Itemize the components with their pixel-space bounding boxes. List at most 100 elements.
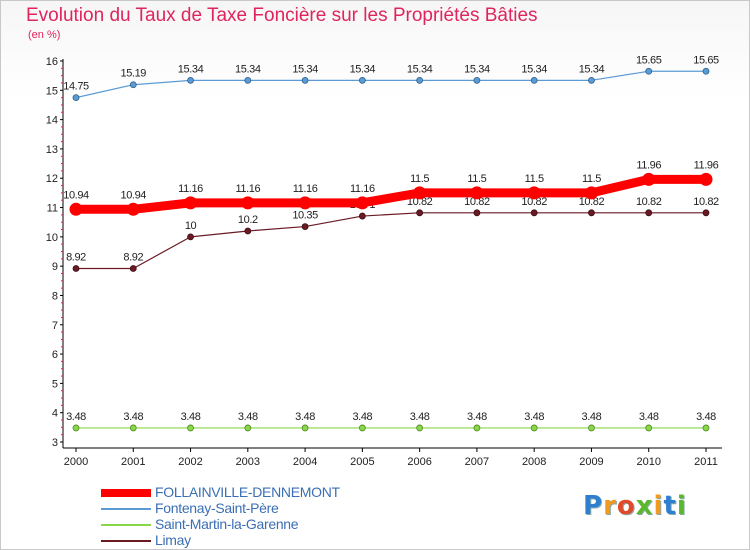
data-label-fontenay: 15.34	[521, 63, 547, 75]
data-point-fontenay	[416, 76, 424, 84]
series-line-follainville	[76, 174, 706, 214]
data-label-saint-martin: 3.48	[696, 411, 716, 423]
data-point-fontenay	[129, 81, 137, 89]
data-point-saint-martin	[72, 424, 80, 432]
logo-letter: x	[635, 491, 654, 521]
data-label-follainville: 10.94	[121, 189, 147, 201]
chart-title: Evolution du Taux de Taxe Foncière sur l…	[26, 5, 538, 26]
data-point-saint-martin	[530, 424, 538, 432]
data-point-saint-martin	[244, 424, 252, 432]
data-point-limay	[702, 209, 710, 217]
unit-label: (en %)	[28, 29, 61, 41]
data-label-follainville: 11.96	[636, 159, 661, 171]
x-tick-label: 2001	[121, 456, 145, 468]
data-point-follainville	[584, 186, 598, 200]
data-label-follainville: 11.16	[235, 183, 260, 195]
legend-label: Saint-Martin-la-Garenne	[155, 516, 299, 532]
data-point-fontenay	[588, 76, 595, 84]
data-label-fontenay: 15.65	[636, 54, 662, 66]
data-label-limay: 10.82	[579, 196, 605, 208]
data-point-fontenay	[702, 67, 710, 75]
data-label-limay: 10.82	[636, 196, 662, 208]
data-point-limay	[301, 223, 309, 230]
data-point-saint-martin	[588, 424, 595, 432]
logo-letter: i	[676, 491, 687, 521]
data-point-saint-martin	[702, 424, 710, 432]
data-point-limay	[530, 209, 538, 217]
y-tick-label: 10	[46, 232, 58, 244]
data-point-saint-martin	[301, 424, 309, 432]
x-tick-label: 2007	[465, 456, 489, 468]
y-tick-label: 16	[46, 56, 58, 68]
data-point-follainville	[241, 196, 255, 210]
data-point-limay	[72, 265, 80, 272]
data-point-limay	[358, 212, 366, 220]
logo-letter: o	[616, 491, 636, 521]
data-point-fontenay	[301, 76, 309, 84]
data-label-fontenay: 15.34	[235, 63, 261, 75]
data-point-follainville	[699, 172, 713, 186]
data-label-follainville: 11.5	[467, 173, 486, 185]
data-point-follainville	[298, 196, 312, 210]
data-point-saint-martin	[187, 424, 194, 432]
logo-letter: i	[653, 491, 664, 521]
data-point-follainville	[527, 186, 541, 200]
legend-label: Limay	[155, 532, 191, 548]
legend-swatch-fontenay	[101, 508, 151, 510]
x-tick-label: 2006	[407, 456, 431, 468]
data-label-saint-martin: 3.48	[181, 411, 201, 423]
data-point-fontenay	[530, 76, 538, 84]
data-point-fontenay	[187, 76, 194, 84]
data-label-limay: 10.82	[407, 196, 433, 208]
data-label-saint-martin: 3.48	[66, 411, 86, 423]
y-tick-label: 6	[52, 349, 58, 361]
data-point-limay	[416, 209, 424, 217]
data-label-fontenay: 15.19	[121, 68, 147, 80]
y-tick-label: 12	[46, 173, 58, 185]
series-line-limay	[76, 212, 706, 270]
data-label-limay: 10.35	[292, 210, 318, 222]
data-label-fontenay: 15.34	[464, 63, 490, 75]
y-tick-label: 11	[47, 203, 58, 215]
data-point-follainville	[642, 172, 656, 186]
x-tick-label: 2003	[236, 456, 260, 468]
y-tick-label: 4	[52, 408, 58, 420]
data-point-follainville	[413, 186, 427, 200]
data-label-fontenay: 15.34	[407, 63, 433, 75]
data-label-saint-martin: 3.48	[582, 411, 602, 423]
x-tick-label: 2011	[694, 456, 718, 468]
data-label-limay: 10	[185, 220, 197, 232]
x-tick-label: 2009	[579, 456, 603, 468]
data-label-saint-martin: 3.48	[295, 411, 315, 423]
x-tick-label: 2002	[178, 456, 202, 468]
data-point-limay	[473, 209, 481, 217]
data-point-limay	[244, 227, 252, 235]
y-tick-label: 13	[46, 144, 58, 156]
data-label-follainville: 11.5	[582, 173, 601, 185]
data-point-saint-martin	[473, 424, 481, 432]
data-point-limay	[645, 209, 653, 217]
proxiti-logo: Proxiti	[583, 491, 687, 521]
y-tick-label: 5	[52, 378, 58, 390]
y-tick-label: 9	[52, 261, 58, 273]
legend-swatch-saint-martin	[101, 524, 151, 526]
data-label-fontenay: 15.34	[292, 63, 318, 75]
y-tick-label: 8	[52, 290, 58, 302]
data-label-limay: 10.82	[521, 196, 547, 208]
legend-swatch-limay	[101, 540, 151, 542]
y-tick-label: 14	[46, 115, 58, 127]
data-point-limay	[588, 209, 595, 217]
data-label-limay: 8.92	[123, 251, 143, 263]
x-tick-label: 2004	[293, 456, 317, 468]
data-label-fontenay: 15.34	[350, 63, 376, 75]
data-label-follainville: 11.16	[350, 183, 375, 195]
data-point-follainville	[355, 196, 369, 210]
data-label-limay: 8.92	[66, 251, 86, 263]
data-label-saint-martin: 3.48	[410, 411, 430, 423]
data-point-limay	[129, 265, 137, 272]
data-label-limay: 10.2	[238, 214, 258, 226]
legend-swatch-follainville	[101, 489, 151, 497]
x-tick-label: 2010	[636, 456, 660, 468]
